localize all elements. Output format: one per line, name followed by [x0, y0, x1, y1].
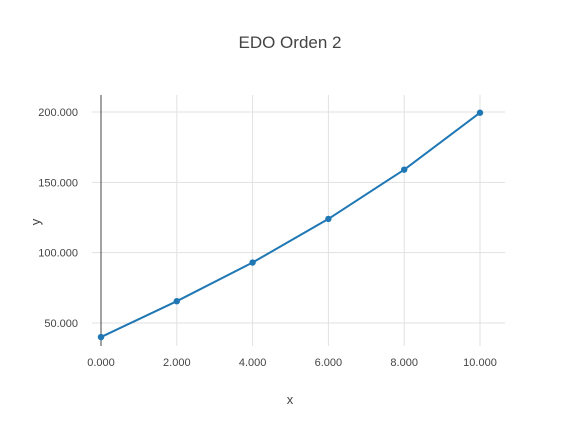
label-layer: EDO Orden 2 x y 0.000 2.000 4.000 6.000 8.00…	[28, 33, 497, 407]
y-axis-label: y	[28, 218, 43, 225]
y-tick-label: 150.000	[38, 177, 78, 189]
x-tick-label: 0.000	[87, 357, 115, 369]
x-tick-label: 10.000	[463, 357, 497, 369]
series-layer	[97, 109, 484, 341]
series-line	[100, 111, 481, 338]
data-point	[249, 259, 256, 266]
x-tick-label: 2.000	[163, 357, 191, 369]
data-point	[476, 109, 484, 116]
data-point	[401, 166, 408, 173]
grid-layer	[92, 95, 505, 346]
chart-title: EDO Orden 2	[239, 33, 342, 52]
data-point	[173, 297, 180, 305]
y-tick-label: 50.000	[44, 318, 78, 330]
data-point	[97, 333, 105, 341]
y-tick-label: 200.000	[38, 107, 78, 119]
x-tick-label: 4.000	[239, 357, 267, 369]
y-tick-label: 100.000	[38, 248, 78, 260]
x-tick-label: 8.000	[390, 357, 418, 369]
x-tick-label: 6.000	[315, 357, 343, 369]
x-axis-label: x	[287, 392, 294, 407]
data-point	[325, 215, 332, 223]
